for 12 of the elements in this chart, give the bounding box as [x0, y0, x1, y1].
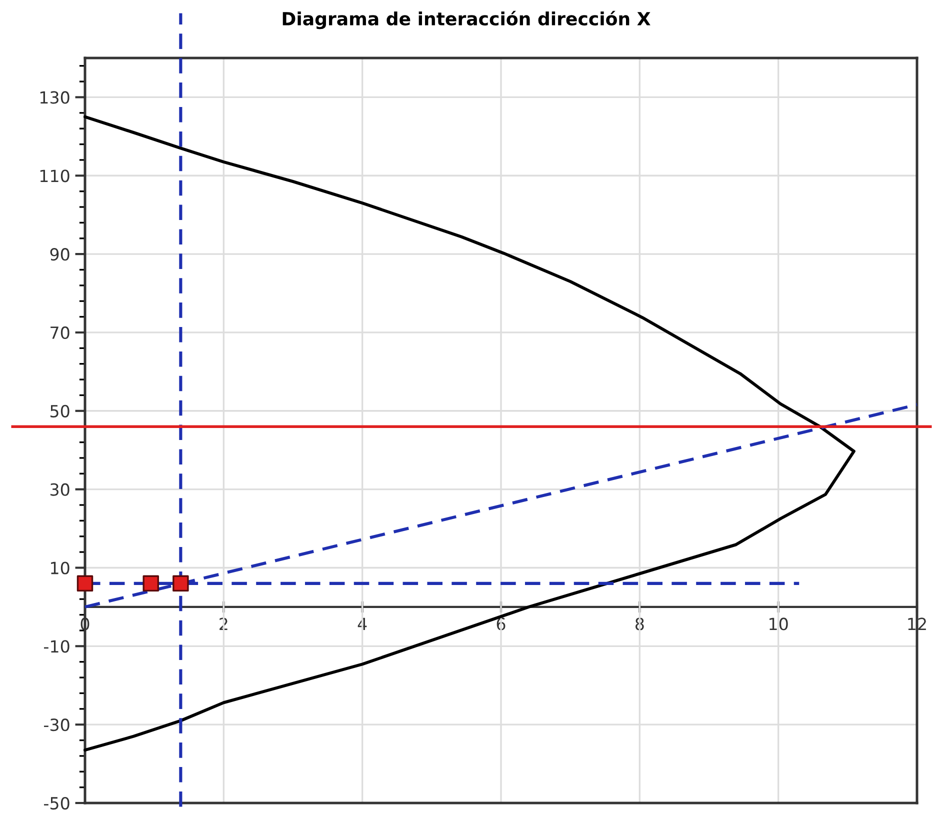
y-tick-label: -50: [44, 796, 70, 810]
y-tick-label: -30: [44, 718, 70, 732]
y-tick-label: -10: [44, 640, 70, 653]
x-tick-label: 10: [770, 618, 788, 630]
y-tick-label: 50: [50, 404, 70, 418]
chart-title: Diagrama de interacción dirección X: [282, 10, 650, 30]
y-tick-label: 130: [40, 91, 70, 104]
y-tick-label: 110: [40, 170, 70, 182]
y-tick-label: 70: [50, 326, 70, 340]
y-tick-label: 10: [51, 562, 70, 574]
y-tick-label: 30: [50, 483, 70, 496]
y-tick-label: 90: [50, 248, 70, 261]
